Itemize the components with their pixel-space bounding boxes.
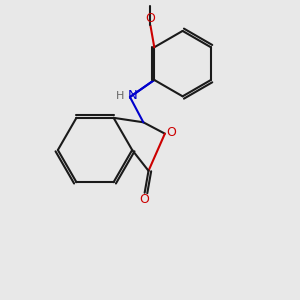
Text: O: O bbox=[145, 12, 155, 25]
Text: O: O bbox=[140, 193, 150, 206]
Text: N: N bbox=[128, 89, 137, 102]
Text: O: O bbox=[167, 126, 176, 139]
Text: H: H bbox=[116, 91, 124, 100]
